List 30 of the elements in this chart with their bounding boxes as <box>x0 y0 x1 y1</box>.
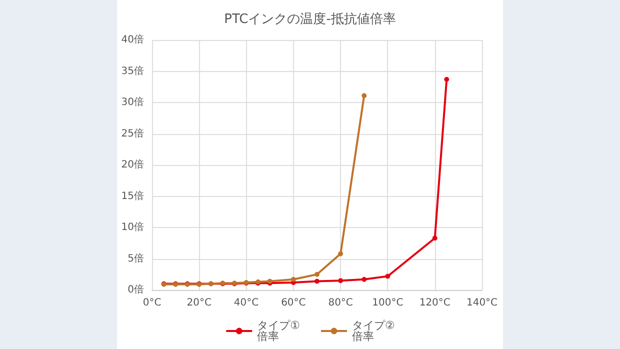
y-tick-label: 20倍 <box>121 158 144 170</box>
point <box>314 272 320 277</box>
point <box>314 278 320 284</box>
y-tick-label: 10倍 <box>121 221 144 233</box>
point <box>432 236 438 241</box>
y-tick-label: 5倍 <box>128 252 144 264</box>
point <box>338 251 344 256</box>
x-tick-label: 20°C <box>186 298 212 308</box>
x-tick-label: 40°C <box>234 298 259 308</box>
y-tick-label: 35倍 <box>121 64 144 77</box>
x-tick-label: 0°C <box>142 298 162 308</box>
x-tick-label: 140°C <box>466 298 498 308</box>
y-tick-label: 40倍 <box>121 34 144 46</box>
x-tick-label: 100°C <box>372 298 404 308</box>
y-tick-label: 0倍 <box>128 284 144 296</box>
point <box>338 278 344 284</box>
point <box>444 76 450 82</box>
x-tick-label: 120°C <box>419 298 450 308</box>
legend-label: タイプ① 倍率 <box>257 319 300 343</box>
y-tick-label: 30倍 <box>121 96 144 108</box>
point <box>385 274 390 279</box>
legend-label: タイプ② 倍率 <box>352 319 395 343</box>
y-tick-label: 25倍 <box>121 127 144 140</box>
point <box>362 276 367 282</box>
x-tick-label: 80°C <box>328 298 353 308</box>
x-tick-label: 60°C <box>281 298 306 308</box>
chart-title: PTCインクの温度-抵抗値倍率 <box>224 11 396 27</box>
point <box>362 93 367 98</box>
point <box>290 276 296 282</box>
y-tick-label: 15倍 <box>121 190 144 202</box>
